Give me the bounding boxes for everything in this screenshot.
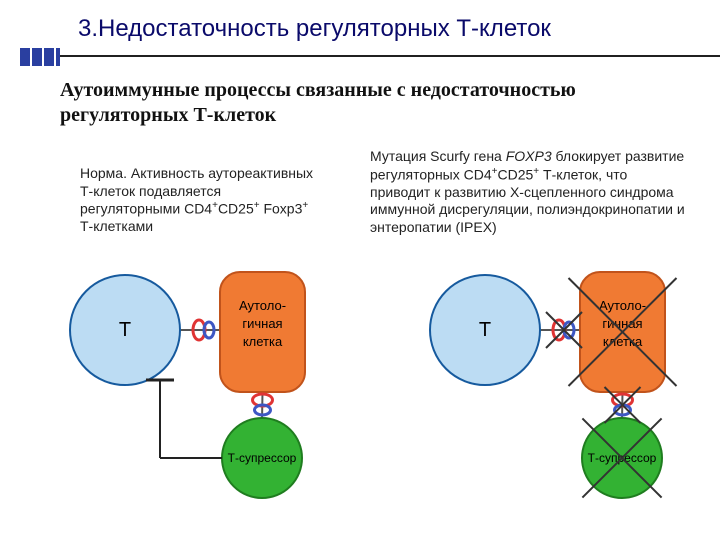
svg-text:Т-супрессор: Т-супрессор <box>228 451 297 465</box>
diagram-svg: TАутоло-гичнаяклеткаТ-супрессорTАутоло-г… <box>0 260 720 540</box>
svg-text:T: T <box>119 319 131 341</box>
svg-text:Аутоло-: Аутоло- <box>239 298 286 313</box>
left-panel-caption: Норма. Активность аутореактивных Т-клето… <box>80 165 325 236</box>
title-decoration <box>20 48 60 66</box>
svg-text:гичная: гичная <box>242 316 282 331</box>
slide-title: 3.Недостаточность регуляторных Т-клеток <box>78 15 551 43</box>
right-panel-caption: Мутация Scurfy гена FOXP3 блокирует разв… <box>370 148 690 236</box>
svg-text:Аутоло-: Аутоло- <box>599 298 646 313</box>
diagram-container: TАутоло-гичнаяклеткаТ-супрессорTАутоло-г… <box>0 260 720 540</box>
title-rule <box>60 55 720 57</box>
svg-text:T: T <box>479 319 491 341</box>
slide-subtitle: Аутоиммунные процессы связанные с недост… <box>60 78 660 128</box>
svg-text:клетка: клетка <box>243 334 283 349</box>
